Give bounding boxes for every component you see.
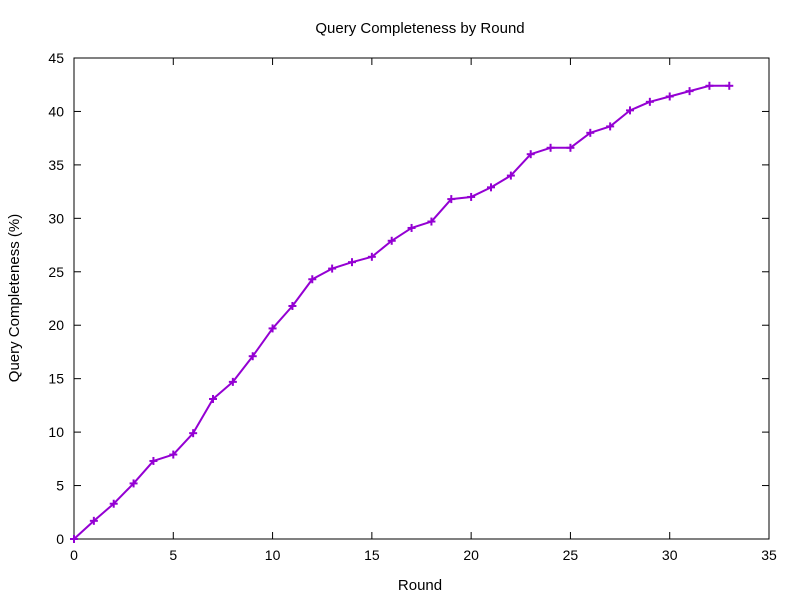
x-tick-label: 10	[265, 547, 281, 563]
data-point	[248, 352, 257, 361]
y-tick-label: 25	[48, 264, 64, 280]
y-tick-label: 0	[56, 531, 64, 547]
series-group	[70, 81, 734, 543]
data-point	[487, 183, 495, 192]
y-axis-tick-labels: 0 5 10 15 20 25 30 35 40 45	[48, 50, 64, 547]
data-point	[685, 87, 694, 96]
y-tick-label: 45	[48, 50, 64, 66]
data-point	[288, 301, 297, 310]
data-point	[506, 171, 515, 180]
x-tick-label: 5	[169, 547, 177, 563]
data-point	[725, 81, 734, 90]
y-tick-label: 30	[48, 210, 64, 226]
data-point	[348, 258, 356, 267]
x-tick-label: 20	[463, 547, 479, 563]
data-point	[268, 324, 277, 333]
chart-title: Query Completeness by Round	[315, 20, 524, 37]
x-axis-ticks	[73, 58, 770, 539]
data-point	[149, 456, 158, 465]
y-axis-title: Query Completeness (%)	[6, 214, 23, 382]
data-point	[546, 143, 555, 152]
y-tick-label: 40	[48, 103, 64, 119]
data-point	[328, 264, 337, 273]
x-axis-tick-labels: 0 5 10 15 20 25 30 35	[70, 547, 777, 563]
x-tick-label: 25	[563, 547, 579, 563]
x-tick-label: 0	[70, 547, 78, 563]
y-tick-label: 20	[48, 317, 64, 333]
data-point	[645, 97, 654, 106]
data-point	[387, 236, 396, 245]
x-axis-title: Round	[398, 577, 442, 594]
data-point	[189, 429, 198, 438]
data-point	[447, 195, 456, 204]
data-point	[367, 252, 376, 261]
data-point	[606, 122, 615, 131]
data-point	[665, 92, 674, 101]
y-tick-label: 10	[48, 424, 64, 440]
data-point	[467, 192, 476, 201]
y-tick-label: 5	[56, 478, 64, 494]
data-point	[70, 535, 78, 543]
data-point	[566, 143, 575, 152]
y-axis-ticks	[74, 57, 769, 540]
data-point	[169, 450, 178, 459]
y-tick-label: 15	[48, 371, 64, 387]
data-point	[228, 377, 237, 386]
data-point	[209, 394, 217, 403]
data-point	[427, 217, 436, 226]
data-point	[129, 479, 138, 488]
data-point	[626, 106, 634, 115]
x-tick-label: 30	[662, 547, 678, 563]
data-point	[109, 499, 118, 508]
y-tick-label: 35	[48, 157, 64, 173]
data-point	[586, 128, 595, 137]
data-point	[407, 223, 416, 232]
data-point	[526, 150, 535, 159]
data-point	[89, 516, 98, 525]
data-point	[308, 275, 317, 284]
x-tick-label: 35	[761, 547, 777, 563]
series-line	[73, 84, 730, 540]
plot-frame	[73, 57, 770, 540]
data-point	[705, 81, 714, 90]
x-tick-label: 15	[364, 547, 380, 563]
